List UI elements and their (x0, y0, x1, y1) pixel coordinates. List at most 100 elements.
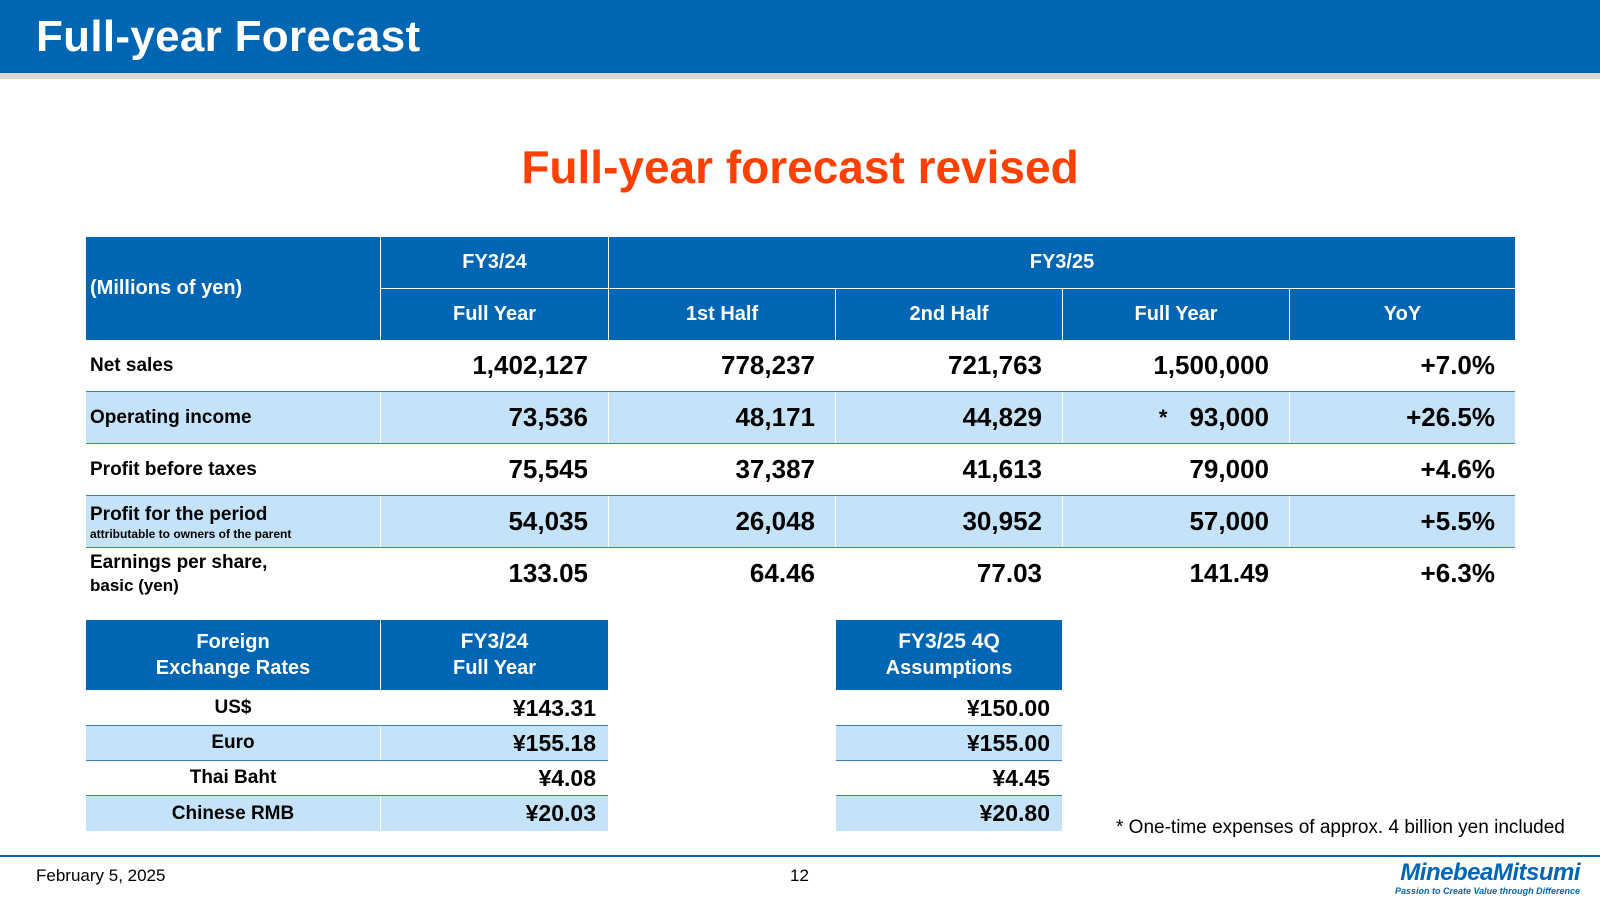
fx-header-line: FY3/24 (460, 630, 529, 653)
slide-title: Full-year Forecast (36, 12, 421, 61)
logo-tagline: Passion to Create Value through Differen… (1394, 886, 1580, 896)
column-divider (380, 796, 381, 831)
cell-value: 57,000 (1189, 506, 1269, 536)
row-divider (86, 795, 608, 796)
fx-currency-euro: Euro (211, 732, 255, 753)
cell-value: +26.5% (1406, 402, 1495, 432)
row-label-subtext: attributable to owners of the parent (90, 526, 292, 541)
column-divider (1289, 496, 1290, 547)
fx-value: ¥155.18 (512, 729, 596, 756)
fx-value: ¥155.00 (966, 729, 1050, 756)
row-label-net-sales: Net sales (86, 340, 380, 391)
cell-value: 37,387 (735, 454, 815, 484)
cell-value: +4.6% (1420, 454, 1495, 484)
cell-value: 141.49 (1189, 558, 1269, 588)
column-divider (380, 726, 381, 760)
fx-value: ¥143.31 (512, 694, 596, 721)
row-band (86, 392, 1515, 443)
row-label-text: Profit before taxes (90, 458, 257, 480)
row-label-operating-income: Operating income (86, 392, 380, 443)
row-divider (836, 795, 1062, 796)
fx-header-line: Full Year (452, 657, 536, 679)
fy25-header: FY3/25 (609, 237, 1515, 288)
cell-value: +7.0% (1420, 350, 1495, 380)
row-label-profit-before-taxes: Profit before taxes (86, 444, 380, 495)
title-underline (0, 73, 1600, 79)
fx-value: ¥20.03 (525, 800, 596, 826)
cell-value: +6.3% (1420, 558, 1495, 588)
fx-header-line: Exchange Rates (155, 657, 311, 679)
footnote: * One-time expenses of approx. 4 billion… (1116, 817, 1565, 838)
column-divider (608, 392, 609, 443)
col-header-1st-half: 1st Half (609, 289, 835, 340)
row-divider (86, 495, 1515, 496)
cell-value: 30,952 (962, 506, 1042, 536)
col-header-2nd-half: 2nd Half (836, 289, 1062, 340)
row-band (86, 496, 1515, 547)
column-divider (380, 392, 381, 443)
row-divider (86, 443, 1515, 444)
logo-wordmark: MinebeaMitsumi (1400, 859, 1580, 886)
fx-header-line: FY3/25 4Q (898, 630, 1000, 653)
row-label-text: Operating income (90, 406, 252, 428)
row-band (836, 796, 1062, 831)
company-logo: MinebeaMitsumi Passion to Create Value t… (1360, 859, 1581, 897)
page-number: 12 (790, 866, 809, 885)
cell-value: 75,545 (508, 454, 588, 484)
cell-value: 77.03 (976, 558, 1042, 588)
fx-header-line: Foreign (196, 631, 270, 653)
cell-value: 41,613 (962, 454, 1042, 484)
headline: Full-year forecast revised (521, 141, 1079, 193)
fx-header-label: Foreign Exchange Rates (86, 620, 380, 690)
cell-value-with-note: * 93,000 (1063, 392, 1289, 443)
row-label-profit-for-period: Profit for the period attributable to ow… (86, 496, 380, 547)
cell-value: 79,000 (1189, 454, 1269, 484)
cell-value: 54,035 (508, 506, 588, 536)
row-band (86, 726, 608, 760)
row-label-text: Profit for the period (90, 503, 268, 525)
fx-value: ¥4.45 (992, 764, 1050, 791)
row-band (86, 796, 608, 831)
row-divider (86, 760, 608, 761)
column-divider (835, 496, 836, 547)
column-divider (380, 496, 381, 547)
col-header-fy25-full-year: Full Year (1063, 289, 1289, 340)
column-divider (835, 392, 836, 443)
fx-currency-usd: US$ (214, 697, 252, 718)
units-header: (Millions of yen) (86, 237, 380, 340)
cell-value: 93,000 (1189, 402, 1269, 432)
cell-value: 1,500,000 (1153, 350, 1269, 380)
fx-value: ¥4.08 (538, 764, 596, 791)
column-divider (1062, 496, 1063, 547)
cell-value: 26,048 (735, 506, 815, 536)
col-header-fy24-full-year: Full Year (381, 289, 608, 340)
fy24-header: FY3/24 (381, 237, 608, 288)
row-divider (836, 725, 1062, 726)
column-divider (608, 496, 609, 547)
row-label-subtext: basic (yen) (90, 575, 179, 595)
cell-value: 44,829 (962, 402, 1042, 432)
cell-value: 1,402,127 (472, 350, 588, 380)
cell-value: +5.5% (1420, 506, 1495, 536)
column-divider (1289, 392, 1290, 443)
footnote-marker: * (1158, 404, 1168, 430)
row-divider (836, 760, 1062, 761)
fx-header-fy24: FY3/24 Full Year (381, 620, 608, 690)
cell-value: 73,536 (508, 402, 588, 432)
row-band (836, 726, 1062, 760)
row-divider (86, 547, 1515, 548)
row-divider (86, 725, 608, 726)
row-label-text: Net sales (90, 354, 174, 376)
column-divider (1062, 392, 1063, 443)
cell-value: 64.46 (749, 558, 815, 588)
fx-currency-thb: Thai Baht (189, 767, 277, 788)
col-header-yoy: YoY (1290, 289, 1515, 340)
footer-rule (0, 855, 1600, 857)
row-divider (86, 391, 1515, 392)
cell-value: 778,237 (721, 350, 815, 380)
cell-value: 721,763 (948, 350, 1042, 380)
title-bar: Full-year Forecast (0, 0, 1600, 73)
cell-value: 48,171 (735, 402, 815, 432)
row-label-eps: Earnings per share, basic (yen) (86, 548, 380, 599)
row-label-text: Earnings per share, (90, 551, 268, 573)
